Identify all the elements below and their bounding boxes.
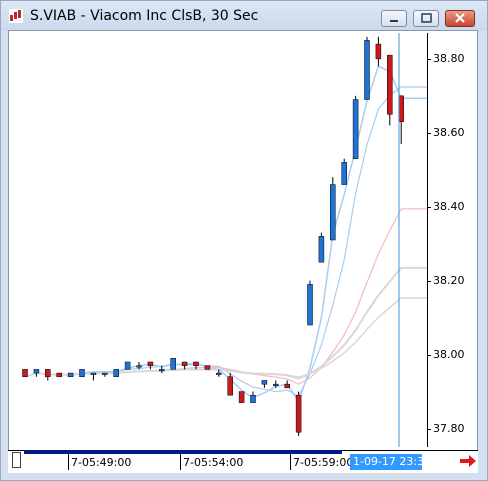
ma-gray-long-line: [24, 297, 427, 378]
candle-body: [364, 40, 370, 100]
title-bar[interactable]: S.VIAB - Viacom Inc ClsB, 30 Sec: [1, 1, 487, 31]
right-arrow-icon[interactable]: [459, 454, 477, 468]
x-tick: [180, 454, 181, 470]
candle-body: [250, 395, 256, 403]
candle-body: [273, 383, 279, 386]
ma-mid-line: [24, 86, 427, 397]
candle-body: [90, 372, 97, 375]
candle-body: [113, 369, 119, 378]
y-tick: [427, 354, 431, 356]
candle-body: [159, 369, 165, 372]
y-tick-label: 38.80: [433, 51, 465, 65]
window-title: S.VIAB - Viacom Inc ClsB, 30 Sec: [30, 8, 259, 24]
x-tick-label: 7-05:49:00: [71, 456, 132, 469]
y-tick-label: 38.00: [433, 347, 465, 361]
x-tick: [68, 454, 69, 470]
y-tick: [427, 132, 431, 134]
y-tick: [427, 206, 431, 208]
candle-body: [375, 43, 382, 60]
ma-slow-line: [24, 208, 427, 385]
maximize-icon: [421, 13, 432, 23]
chart-app-icon: [9, 9, 23, 23]
candle-body: [387, 54, 393, 115]
y-tick-label: 37.80: [433, 421, 465, 435]
candle-body: [216, 372, 222, 375]
candle-body: [295, 395, 302, 433]
y-axis-line: [427, 33, 428, 447]
price-plot[interactable]: [13, 33, 427, 447]
y-tick: [427, 280, 431, 282]
time-navigator-strip[interactable]: [24, 450, 342, 454]
time-navigator-handle[interactable]: [12, 452, 21, 468]
candle-body: [261, 380, 268, 385]
candle-body: [79, 369, 85, 378]
candle-body: [330, 184, 336, 241]
candle-body: [181, 361, 188, 366]
close-icon: [455, 13, 465, 23]
candle-body: [193, 361, 199, 366]
candle-body: [170, 358, 176, 370]
y-tick: [427, 58, 431, 60]
candle-body: [147, 361, 154, 366]
maximize-button[interactable]: [413, 10, 439, 27]
ma-fast-line: [24, 65, 427, 404]
close-button[interactable]: [445, 10, 475, 27]
candle-body: [352, 99, 359, 159]
candle-body: [136, 365, 142, 368]
candle-body: [307, 284, 313, 326]
candle-body: [67, 372, 74, 378]
candle-body: [318, 236, 325, 263]
candle-body: [102, 372, 108, 375]
candle-body: [22, 369, 28, 378]
minimize-icon: [390, 20, 398, 22]
x-tick-label: 7-05:54:00: [183, 456, 244, 469]
candle-body: [284, 383, 290, 389]
y-tick-label: 38.40: [433, 199, 465, 213]
minimize-button[interactable]: [381, 10, 407, 27]
candle-body: [341, 162, 347, 185]
candle-body: [56, 372, 62, 378]
candle-body: [33, 369, 40, 374]
y-tick: [427, 428, 431, 430]
candle-body: [45, 369, 51, 378]
candle-body: [124, 361, 131, 370]
candle-body: [204, 365, 211, 370]
candle-body: [227, 376, 233, 396]
x-tick: [290, 454, 291, 470]
cursor-time-label: 1-09-17 23:34:00: [350, 454, 422, 470]
candle-body: [238, 391, 245, 403]
y-tick-label: 38.60: [433, 125, 465, 139]
x-tick-label: 7-05:59:00: [293, 456, 354, 469]
y-tick-label: 38.20: [433, 273, 465, 287]
